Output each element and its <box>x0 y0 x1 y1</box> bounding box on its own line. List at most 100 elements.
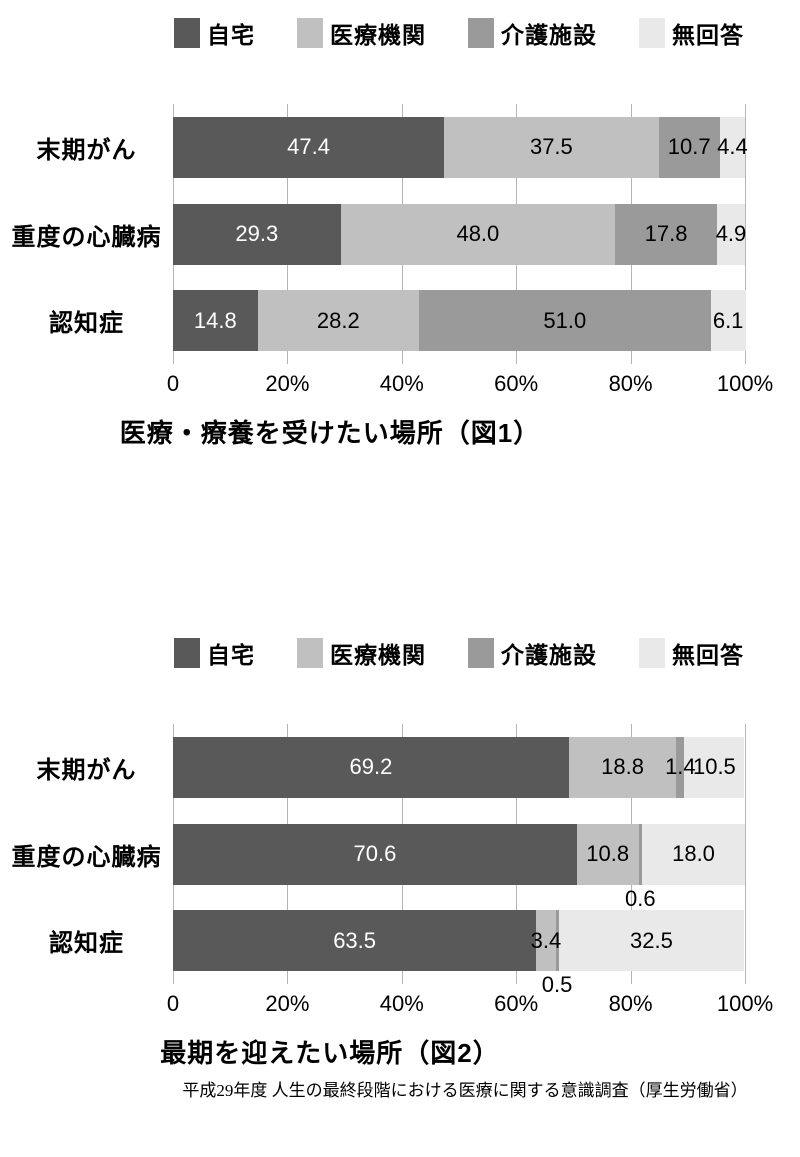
value-label: 4.9 <box>715 221 747 246</box>
value-label: 10.8 <box>586 841 630 866</box>
axis-tick-label: 100% <box>716 991 774 1016</box>
legend-item: 介護施設 <box>468 16 597 50</box>
bar-segment <box>173 203 341 265</box>
axis-tick-label: 100% <box>716 371 774 396</box>
bar-row: 重度の心臓病 70.6 10.8 0.6 18.0 <box>0 811 800 909</box>
legend-swatch <box>468 18 494 48</box>
category-label: 末期がん <box>36 756 137 784</box>
bar-row: 重度の心臓病 29.3 48.0 17.8 4.9 <box>0 191 800 278</box>
legend-swatch <box>297 638 323 668</box>
value-label: 3.4 <box>530 927 562 953</box>
axis-tick-label: 80% <box>608 371 653 396</box>
bar-segment <box>173 910 537 972</box>
value-label: 0.6 <box>625 885 656 911</box>
bar-segment <box>568 736 677 798</box>
figure-2: 自宅 医療機関 介護施設 無回答 末期がん 69.2 18.8 1.4 10.5 重度の心臓病 7… <box>0 638 800 1070</box>
stacked-bar: 47.4 37.5 10.7 4.4 <box>173 116 748 178</box>
legend: 自宅 医療機関 介護施設 無回答 <box>173 638 745 668</box>
category-label: 認知症 <box>49 310 124 338</box>
category-label: 重度の心臓病 <box>11 223 162 251</box>
value-label: 10.7 <box>667 134 711 160</box>
axis-tick-label: 80% <box>608 991 653 1016</box>
legend-item: 医療機関 <box>297 16 426 50</box>
legend-item: 介護施設 <box>468 636 597 670</box>
bar-segment <box>716 203 745 265</box>
value-label: 4.4 <box>717 134 748 160</box>
legend-item: 自宅 <box>174 16 255 50</box>
source-note: 平成29年度 人生の最終段階における医療に関する意識調査（厚生労働省） <box>182 1081 748 1100</box>
stacked-bar: 70.6 10.8 0.6 18.0 <box>173 823 745 909</box>
bar-segment <box>173 290 258 352</box>
axis-tick-label: 20% <box>265 371 310 396</box>
bar-segment <box>719 116 745 178</box>
chart-title: 最期を迎えたい場所（図2） <box>160 1038 500 1068</box>
category-label: 認知症 <box>49 930 124 958</box>
axis-tick-label: 60% <box>494 991 539 1016</box>
bar-segment <box>658 116 720 178</box>
legend-label: 無回答 <box>672 22 744 48</box>
value-label: 14.8 <box>193 307 237 333</box>
bar-segment <box>558 910 745 972</box>
gridline <box>745 104 746 364</box>
value-label: 32.5 <box>630 927 673 953</box>
legend-label: 医療機関 <box>330 642 426 668</box>
value-label: 47.4 <box>287 134 330 160</box>
value-label: 10.5 <box>692 754 736 780</box>
legend: 自宅 医療機関 介護施設 無回答 <box>173 18 745 48</box>
bar-segment <box>710 290 746 352</box>
legend-swatch <box>468 638 494 668</box>
plot-area: 末期がん 69.2 18.8 1.4 10.5 重度の心臓病 70.6 10.8 0.6 18.0… <box>0 724 800 996</box>
axis-tick-label: 0 <box>166 991 180 1016</box>
bar-row: 末期がん 69.2 18.8 1.4 10.5 <box>0 724 800 811</box>
bar-segment <box>676 736 685 798</box>
value-label: 63.5 <box>333 927 377 953</box>
bar-segment <box>173 116 445 178</box>
value-label: 37.5 <box>529 134 573 160</box>
value-label: 69.2 <box>349 754 393 780</box>
legend-label: 介護施設 <box>501 22 597 48</box>
figure-1: 自宅 医療機関 介護施設 無回答 末期がん 47.4 37.5 10.7 4.4 重度の心臓病 2… <box>0 18 800 450</box>
value-label: 18.0 <box>672 841 715 866</box>
stacked-bar: 69.2 18.8 1.4 10.5 <box>173 736 745 798</box>
bar-segment <box>257 290 419 352</box>
value-label: 1.4 <box>665 754 696 780</box>
legend-label: 介護施設 <box>501 642 597 668</box>
bar-row: 認知症 63.5 3.4 0.5 32.5 <box>0 897 800 996</box>
bar-segment <box>555 910 559 972</box>
bar-segment <box>638 823 643 885</box>
value-label: 0.5 <box>541 972 573 998</box>
bar-segment <box>173 823 577 885</box>
bar-segment <box>418 290 711 352</box>
legend-label: 自宅 <box>207 22 255 48</box>
category-label: 重度の心臓病 <box>11 843 162 871</box>
legend-item: 医療機関 <box>297 636 426 670</box>
value-label: 17.8 <box>644 221 688 246</box>
value-label: 6.1 <box>712 307 744 333</box>
bar-row: 末期がん 47.4 37.5 10.7 4.4 <box>0 104 800 191</box>
legend-swatch <box>639 18 665 48</box>
axis-tick-label: 40% <box>379 991 424 1016</box>
chart-title: 医療・療養を受けたい場所（図1） <box>119 418 541 448</box>
axis-tick-label: 0 <box>166 371 180 396</box>
value-label: 29.3 <box>235 221 279 246</box>
legend-item: 自宅 <box>174 636 255 670</box>
value-label: 51.0 <box>543 307 587 333</box>
x-axis: 0 20% 40% 60% 80% 100% <box>167 984 773 1020</box>
legend-label: 医療機関 <box>330 22 426 48</box>
value-label: 18.8 <box>601 754 644 780</box>
legend-swatch <box>174 18 200 48</box>
legend-item: 無回答 <box>639 16 744 50</box>
bar-segment <box>684 736 745 798</box>
value-label: 48.0 <box>456 221 500 246</box>
value-label: 28.2 <box>316 307 360 333</box>
axis-tick-label: 40% <box>379 371 424 396</box>
legend-item: 無回答 <box>639 636 744 670</box>
legend-label: 自宅 <box>207 642 255 668</box>
bar-segment <box>615 203 717 265</box>
legend-label: 無回答 <box>672 642 744 668</box>
bar-segment <box>173 736 569 798</box>
bar-rows: 末期がん 47.4 37.5 10.7 4.4 重度の心臓病 29.3 48.0 17.8 4.9… <box>0 104 800 364</box>
bar-rows: 末期がん 69.2 18.8 1.4 10.5 重度の心臓病 70.6 10.8 0.6 18.0… <box>0 724 800 996</box>
axis-tick-label: 60% <box>494 371 539 396</box>
stacked-bar: 29.3 48.0 17.8 4.9 <box>173 203 747 265</box>
